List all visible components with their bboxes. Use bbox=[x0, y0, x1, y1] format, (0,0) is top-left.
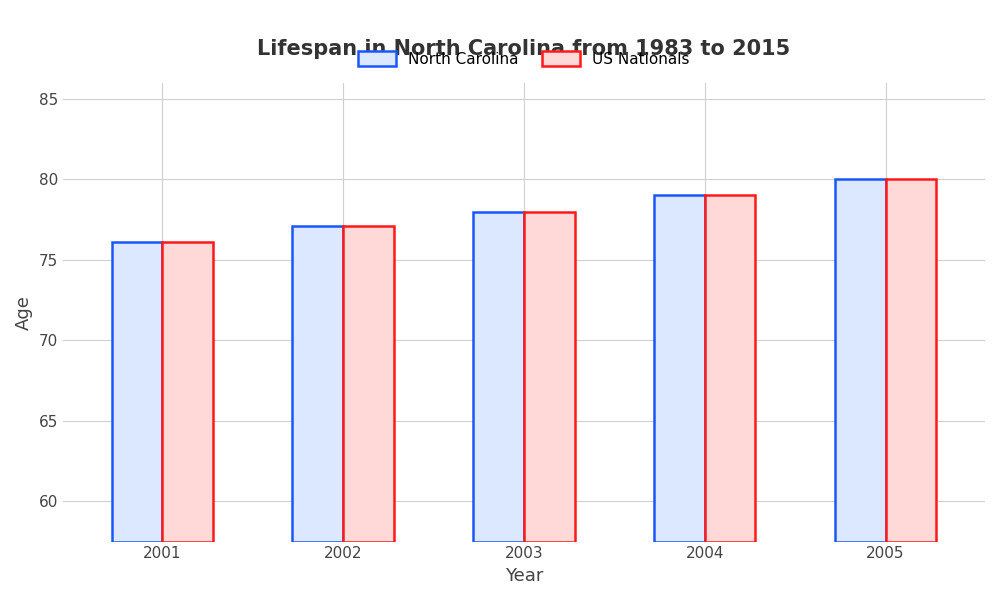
Bar bbox=[835, 179, 886, 542]
Title: Lifespan in North Carolina from 1983 to 2015: Lifespan in North Carolina from 1983 to … bbox=[257, 39, 791, 59]
Bar bbox=[112, 242, 162, 542]
Bar bbox=[886, 179, 936, 542]
X-axis label: Year: Year bbox=[505, 567, 543, 585]
Bar bbox=[162, 242, 213, 542]
Bar bbox=[654, 196, 705, 542]
Legend: North Carolina, US Nationals: North Carolina, US Nationals bbox=[352, 44, 696, 73]
Bar bbox=[292, 226, 343, 542]
Bar bbox=[705, 196, 755, 542]
Bar bbox=[524, 212, 575, 542]
Y-axis label: Age: Age bbox=[15, 295, 33, 329]
Bar bbox=[343, 226, 394, 542]
Bar bbox=[473, 212, 524, 542]
